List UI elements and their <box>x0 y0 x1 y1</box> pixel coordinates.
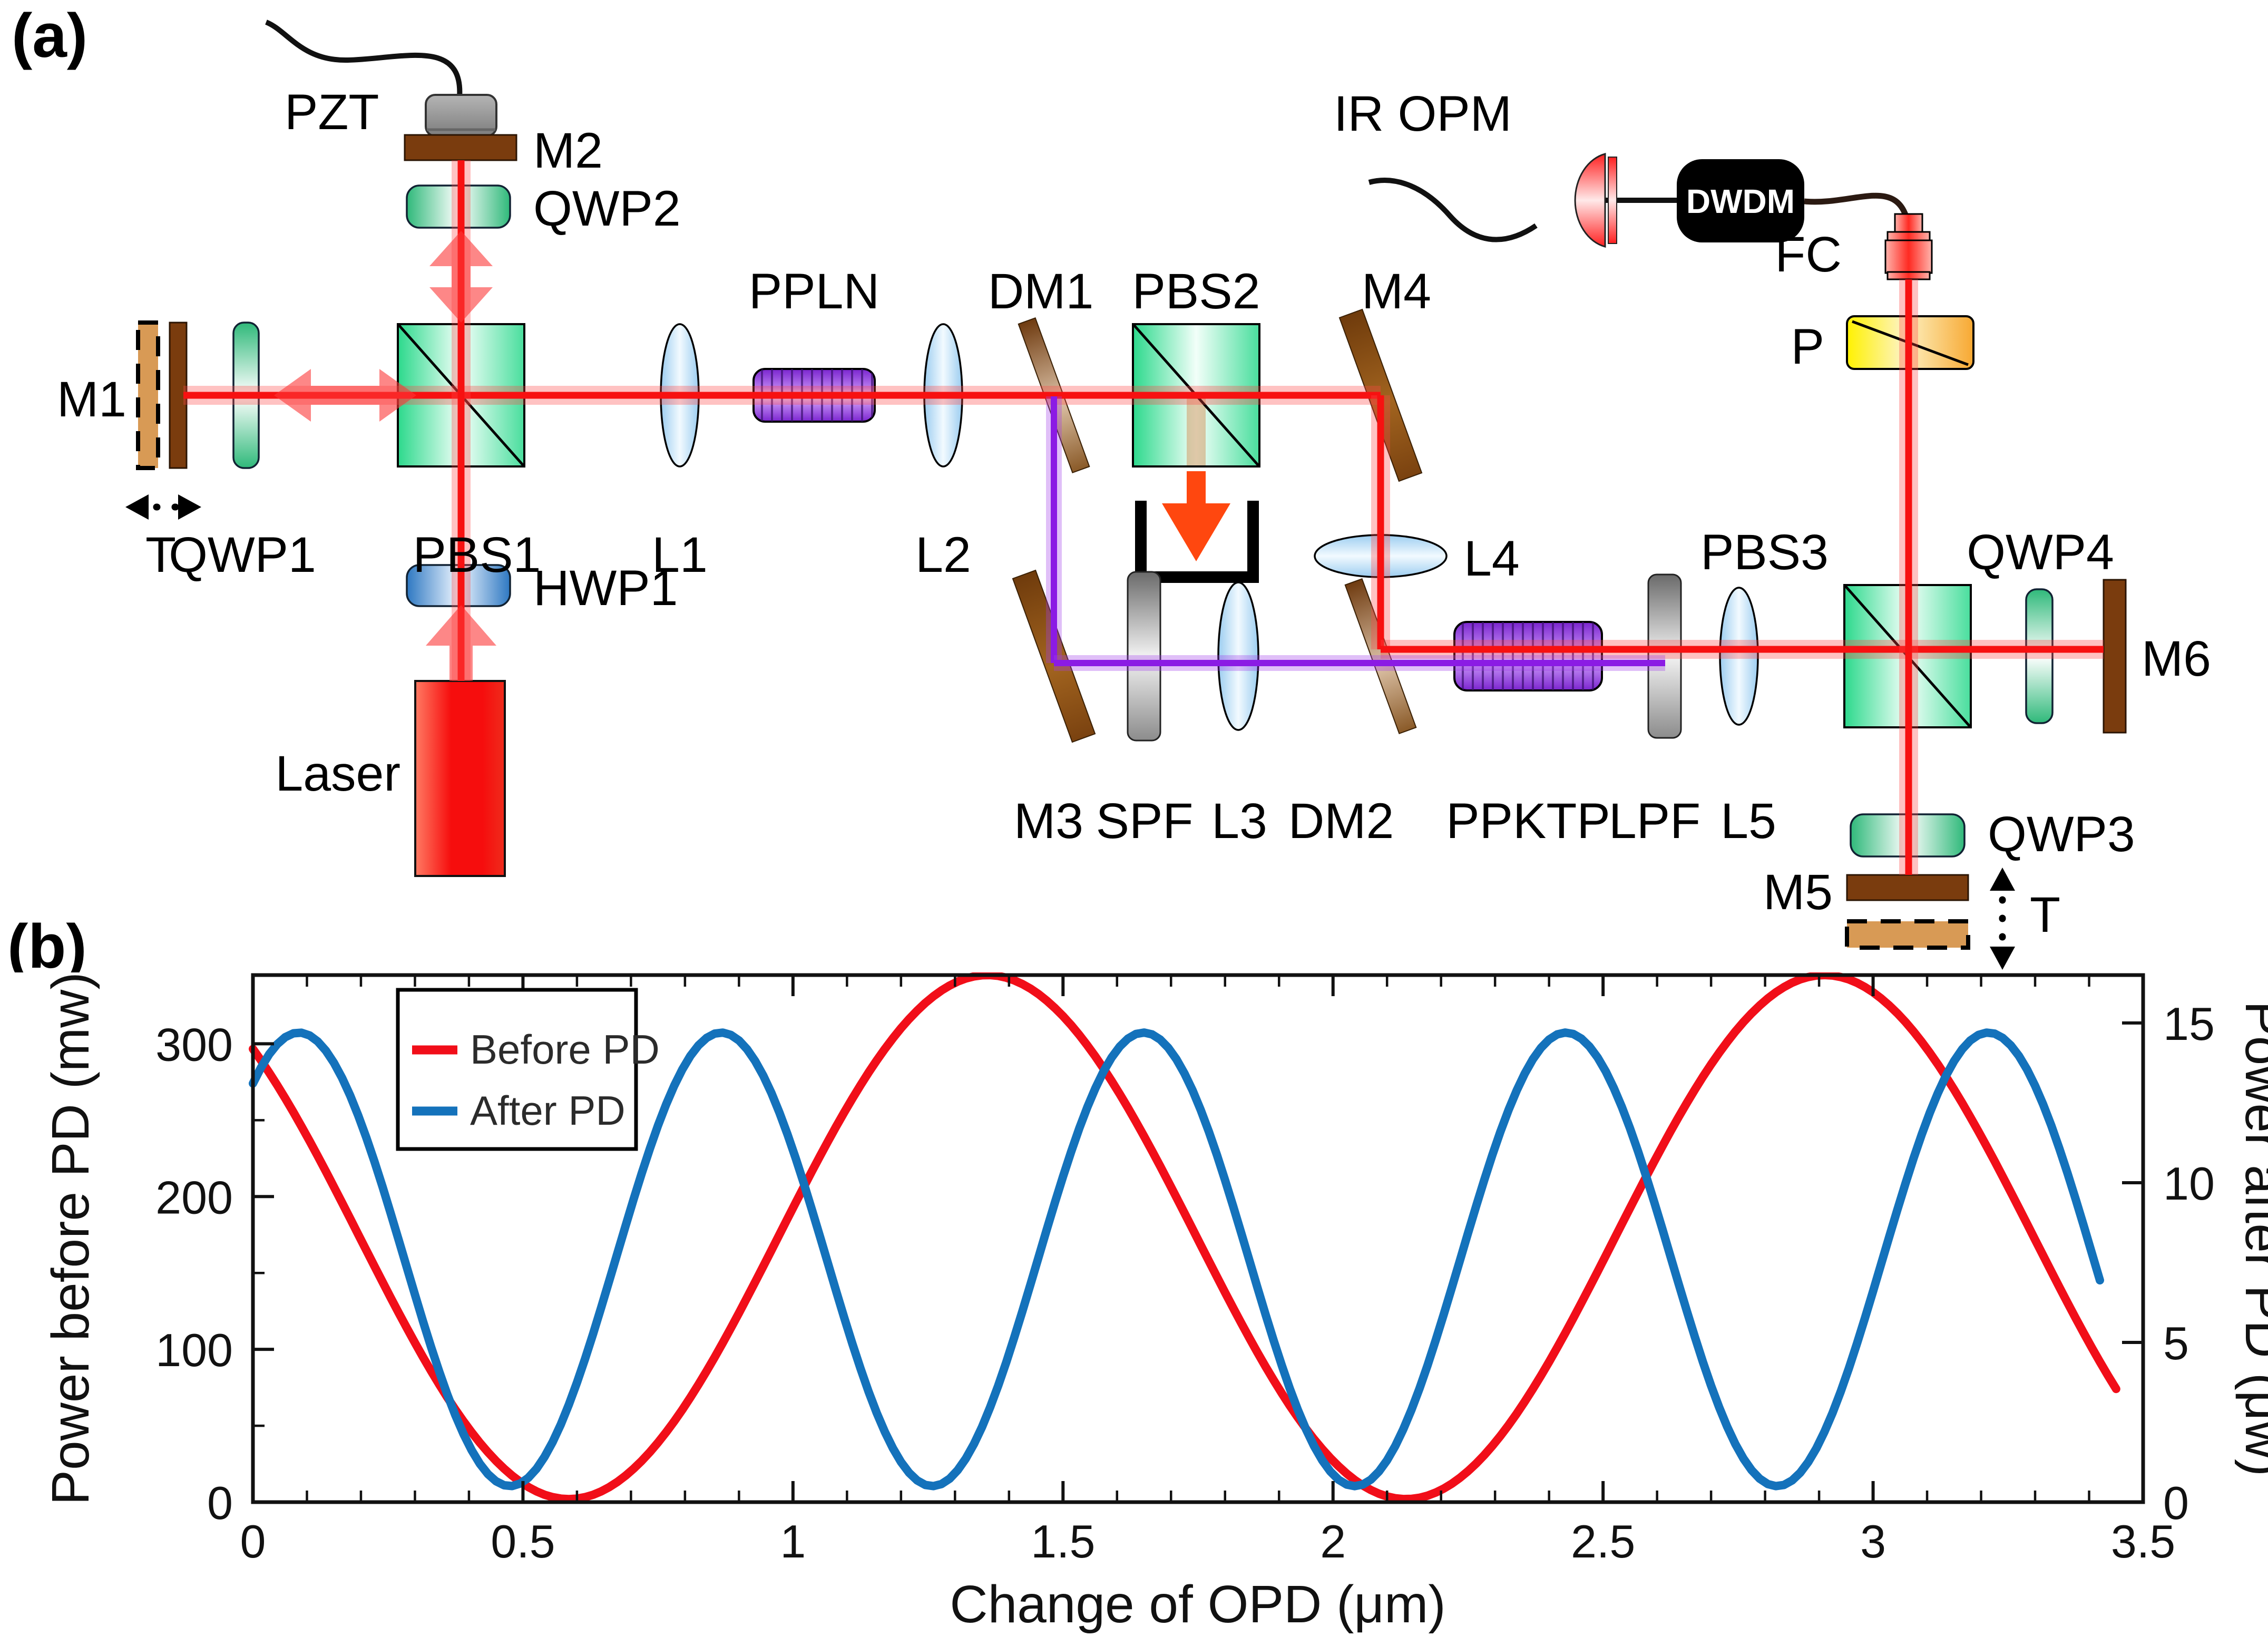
dwdm-module: DWDM <box>1677 159 1804 242</box>
x-tick-label: 1 <box>780 1515 806 1567</box>
x-tick-label: 0.5 <box>491 1515 555 1567</box>
right-y-tick-label: 5 <box>2163 1317 2189 1369</box>
t-m1-label: T <box>145 527 176 583</box>
x-tick-label: 1.5 <box>1031 1515 1095 1567</box>
curve-before-pd <box>249 972 2120 1504</box>
l1-label: L1 <box>652 527 708 583</box>
curve-after-pd <box>249 1028 2104 1491</box>
l5-label: L5 <box>1720 793 1776 849</box>
dm2-label: DM2 <box>1288 793 1394 849</box>
p-label: P <box>1791 319 1824 375</box>
lpf-label: LPF <box>1609 793 1700 849</box>
legend-label-before-pd: Before PD <box>470 1026 660 1073</box>
fiber-coupler-fc <box>1884 213 1933 280</box>
right-y-axis-title: Power after PD (μw) <box>2234 1001 2268 1476</box>
ir-opm-label: IR OPM <box>1334 86 1512 142</box>
filter-spf <box>1127 571 1161 742</box>
left-y-tick-label: 0 <box>207 1477 233 1529</box>
beam-direction-arrows <box>274 231 496 681</box>
dichroic-dm2 <box>1344 578 1417 735</box>
ir-opm-detector <box>1574 153 1617 248</box>
l3-label: L3 <box>1211 793 1267 849</box>
right-y-tick-label: 15 <box>2163 998 2215 1050</box>
laser-up-arrow <box>426 605 496 681</box>
left-y-tick-label: 100 <box>155 1324 233 1376</box>
pzt-actuator <box>425 94 497 137</box>
pzt-label: PZT <box>285 84 379 140</box>
lens-l5 <box>1719 587 1759 726</box>
ppktp-crystal <box>1453 621 1603 692</box>
dwdm-label: DWDM <box>1686 182 1795 220</box>
translation-arrow-m5 <box>1990 868 2015 970</box>
x-tick-label: 2 <box>1320 1515 1346 1567</box>
double-arrow-vertical <box>429 231 493 323</box>
x-tick-label: 0 <box>240 1515 266 1567</box>
x-tick-label: 3.5 <box>2111 1515 2175 1567</box>
m1-label: M1 <box>57 372 126 427</box>
panel-a-tag: (a) <box>12 1 87 71</box>
qwp4-label: QWP4 <box>1967 524 2114 580</box>
qwp2-label: QWP2 <box>533 181 681 237</box>
ppktp-label: PPKTP <box>1446 793 1610 849</box>
m3-label: M3 <box>1014 793 1083 849</box>
chart-curves <box>249 972 2120 1504</box>
hwp1-label: HWP1 <box>533 560 678 616</box>
dumped-beam-arrow <box>1162 471 1230 561</box>
m6-label: M6 <box>2142 631 2211 687</box>
t-m5-label: T <box>2030 887 2060 943</box>
waveplate-qwp4 <box>2025 588 2054 724</box>
laser-label: Laser <box>275 746 400 802</box>
mirror-m1 <box>136 320 188 470</box>
filter-lpf <box>1647 573 1682 739</box>
pbs2-label: PBS2 <box>1132 264 1260 319</box>
m2-label: M2 <box>533 123 603 179</box>
spf-label: SPF <box>1096 793 1194 849</box>
dwdm-fc-fiber <box>1804 192 1909 217</box>
right-y-tick-label: 10 <box>2163 1157 2215 1210</box>
dm1-label: DM1 <box>988 264 1094 319</box>
pbs1-label: PBS1 <box>413 527 541 583</box>
lens-l3 <box>1217 581 1259 731</box>
chart-axes <box>251 973 2145 1504</box>
mirror-m6 <box>2103 579 2127 734</box>
m5-label: M5 <box>1763 864 1833 920</box>
mirror-m2 <box>404 134 517 161</box>
mirror-m5 <box>1845 874 1970 950</box>
l4-label: L4 <box>1464 531 1520 587</box>
panel-b-tag: (b) <box>7 912 87 972</box>
legend-label-after-pd: After PD <box>470 1087 625 1134</box>
left-y-tick-label: 300 <box>155 1018 233 1070</box>
translation-arrow-m1 <box>125 494 201 520</box>
pbs3-label: PBS3 <box>1700 524 1829 580</box>
pzt-cable <box>265 20 463 98</box>
legend-box <box>396 988 638 1151</box>
shg-beams <box>1046 396 1665 671</box>
qwp3-label: QWP3 <box>1988 806 2135 862</box>
optical-setup-diagram: (a) (b) <box>7 1 2211 972</box>
chart-legend: Before PD After PD <box>396 988 660 1151</box>
ppln-label: PPLN <box>749 264 879 319</box>
m4-label: M4 <box>1362 264 1431 319</box>
l2-label: L2 <box>915 527 971 583</box>
opm-cable <box>1368 178 1538 242</box>
left-y-axis-title: Power before PD (mw) <box>41 972 100 1505</box>
fc-label: FC <box>1775 227 1842 283</box>
right-y-tick-label: 0 <box>2163 1477 2189 1529</box>
x-axis-title: Change of OPD (μm) <box>950 1575 1445 1634</box>
qwp1-label: QWP1 <box>169 527 316 583</box>
double-arrow-horizontal <box>274 369 416 422</box>
laser-source <box>414 680 506 877</box>
beam-dump <box>1135 471 1259 583</box>
x-tick-label: 3 <box>1860 1515 1886 1567</box>
left-y-tick-label: 200 <box>155 1171 233 1223</box>
x-tick-label: 2.5 <box>1571 1515 1635 1567</box>
